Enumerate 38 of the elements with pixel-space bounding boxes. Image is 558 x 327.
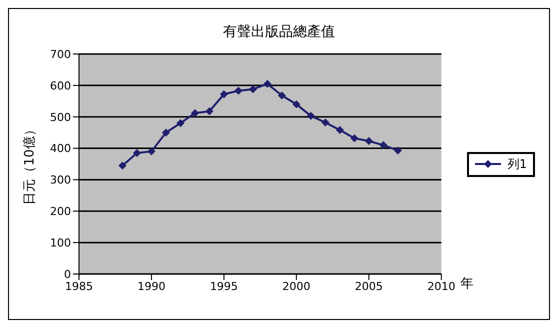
y-tick-label: 700 — [50, 48, 71, 61]
x-axis-title: 年 — [460, 276, 474, 292]
point — [234, 86, 242, 95]
point — [379, 141, 388, 150]
x-tick-label: 2000 — [282, 280, 310, 293]
y-tick-label: 600 — [50, 79, 71, 92]
x-tick-label: 1995 — [210, 280, 238, 293]
point — [364, 137, 373, 146]
y-tick-label: 0 — [64, 268, 71, 281]
x-tick-label: 2005 — [354, 280, 383, 293]
y-tick-label: 100 — [50, 236, 71, 250]
y-tick-label: 300 — [50, 174, 71, 187]
point — [278, 91, 286, 100]
point — [176, 119, 184, 128]
point — [190, 109, 199, 118]
point — [220, 90, 228, 98]
point — [205, 107, 214, 116]
point — [350, 134, 358, 142]
point — [321, 118, 330, 127]
point — [162, 128, 170, 137]
point — [336, 126, 344, 134]
point — [263, 80, 272, 88]
y-tick-label: 400 — [50, 142, 71, 156]
y-tick-label: 200 — [50, 205, 71, 218]
chart-title: 有聲出版品總產值 — [222, 23, 336, 41]
point — [118, 162, 126, 170]
legend-label: 列1 — [507, 156, 527, 172]
x-tick-label: 1990 — [137, 280, 166, 293]
point — [147, 147, 156, 156]
y-tick-label: 500 — [50, 110, 71, 124]
x-tick-label: 1985 — [65, 280, 93, 293]
point — [292, 100, 300, 108]
point — [248, 85, 257, 94]
point — [132, 149, 141, 157]
point — [306, 112, 315, 120]
point — [394, 146, 402, 154]
y-axis-title: 日元（10億） — [22, 123, 38, 205]
x-tick-label: 2010 — [427, 280, 456, 293]
